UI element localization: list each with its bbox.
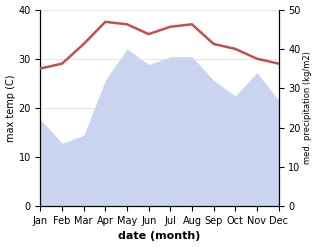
Y-axis label: max temp (C): max temp (C) [5, 74, 16, 142]
X-axis label: date (month): date (month) [118, 231, 201, 242]
Y-axis label: med. precipitation (kg/m2): med. precipitation (kg/m2) [303, 51, 313, 164]
